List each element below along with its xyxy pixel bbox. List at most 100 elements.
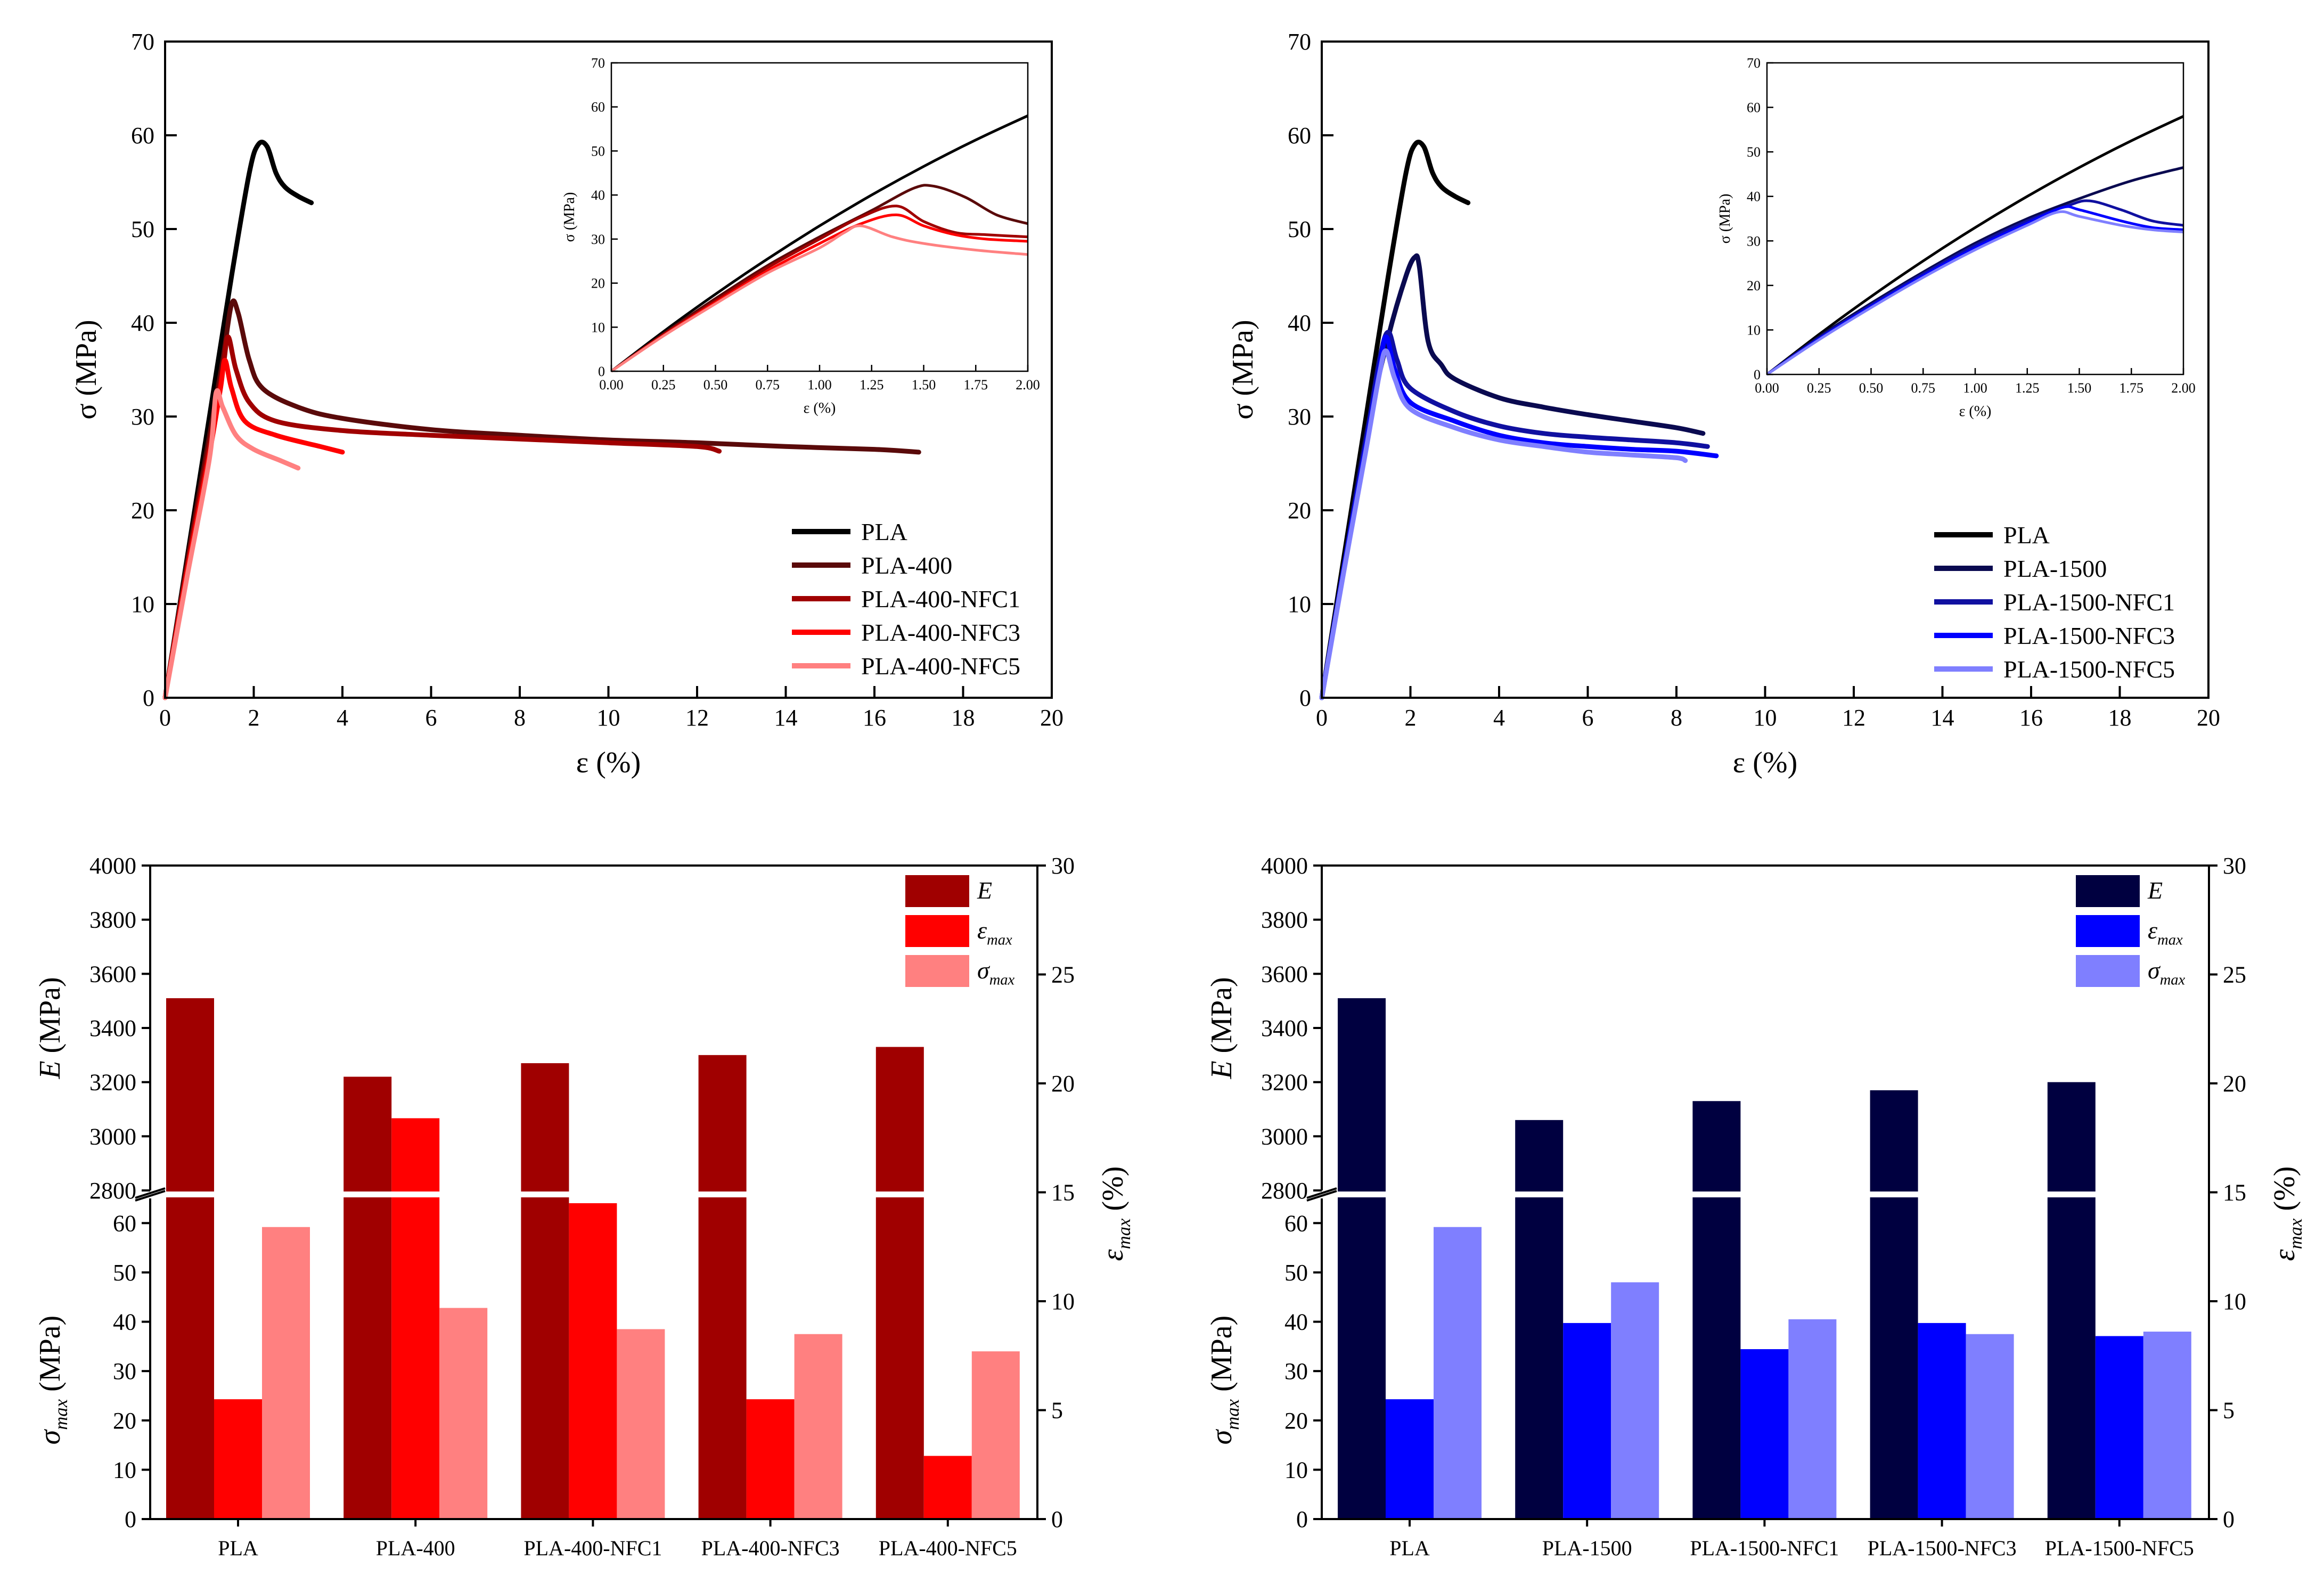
x-tick-label: 0: [159, 705, 171, 731]
bar-eps-PLA: [214, 1399, 262, 1519]
x-category-label: PLA-400: [376, 1536, 455, 1560]
axis-break-mark: [135, 1187, 166, 1199]
y-tick-label: 0: [1299, 685, 1311, 711]
inset-y-tick-label: 40: [1747, 189, 1761, 205]
x-tick-label: 4: [1493, 705, 1505, 731]
bars-400-panel: PLA PLA-400 PLA-400-NFC1 PLA-400-NFC3 PLA-40…: [34, 853, 1134, 1560]
left-top-tick-label: 3600: [1261, 961, 1308, 987]
inset-y-axis-title: σ (MPa): [561, 192, 578, 242]
legend-label-E: E: [2147, 877, 2163, 904]
inset-x-tick-label: 0.50: [703, 377, 728, 393]
bar-eps-PLA-400: [391, 1118, 440, 1519]
y-tick-label: 50: [131, 216, 154, 242]
y-tick-label: 20: [1288, 497, 1311, 524]
left-top-tick-label: 3400: [89, 1015, 136, 1041]
bar-E-PLA-1500-NFC5: [2047, 1082, 2096, 1519]
left-top-tick-label: 3400: [1261, 1015, 1308, 1041]
right-tick-label: 25: [1051, 962, 1075, 988]
left-bottom-tick-label: 40: [1284, 1309, 1308, 1335]
axis-break-mark: [1306, 1190, 1337, 1202]
right-tick-label: 15: [2223, 1180, 2246, 1206]
x-tick-label: 2: [248, 705, 260, 731]
left-bottom-tick-label: 50: [113, 1260, 136, 1286]
x-axis-title: ε (%): [1733, 746, 1797, 779]
y-tick-label: 40: [131, 310, 154, 336]
inset-y-tick-label: 70: [591, 55, 605, 71]
series-line-PLA-400-NFC1: [162, 334, 722, 700]
left-bottom-tick-label: 20: [1284, 1408, 1308, 1434]
x-tick-label: 2: [1405, 705, 1417, 731]
inset-x-tick-label: 0.75: [1911, 380, 1936, 396]
x-category-label: PLA: [218, 1536, 258, 1560]
x-category-label: PLA-1500-NFC1: [1690, 1536, 1839, 1560]
x-category-label: PLA-1500: [1542, 1536, 1632, 1560]
inset-x-tick-label: 1.50: [912, 377, 936, 393]
bar-E-PLA-400-NFC1: [521, 1063, 569, 1519]
inset-y-tick-label: 60: [591, 100, 605, 115]
y-tick-label: 30: [131, 404, 154, 430]
y-tick-label: 60: [1288, 123, 1311, 149]
x-tick-label: 20: [1040, 705, 1063, 731]
legend-swatch-σ_max: [2076, 955, 2140, 987]
bar-eps-PLA-400-NFC1: [569, 1203, 617, 1519]
right-tick-label: 0: [2223, 1506, 2235, 1532]
right-tick-label: 20: [1051, 1071, 1075, 1097]
x-tick-label: 14: [774, 705, 798, 731]
inset-x-tick-label: 1.00: [807, 377, 832, 393]
left-top-axis-title: E (MPa): [34, 977, 67, 1079]
legend-label-PLA-1500: PLA-1500: [2003, 555, 2107, 582]
inset-x-tick-label: 1.25: [860, 377, 884, 393]
left-top-tick-label: 3800: [89, 907, 136, 933]
bar-sigma-PLA: [1434, 1227, 1482, 1519]
y-tick-label: 50: [1288, 216, 1311, 242]
x-tick-label: 12: [685, 705, 709, 731]
stress-strain-400-panel: 0 2 4 6 8 10 12 14 16 18 20 0 10 20 30 40 50 60 70 ε (%) σ (…: [70, 29, 1063, 779]
bar-E-PLA-400-NFC5: [875, 1047, 924, 1519]
legend-label-PLA-400: PLA-400: [861, 552, 952, 579]
series-line-PLA-1500-NFC3: [1319, 334, 1719, 700]
right-tick-label: 30: [2223, 853, 2246, 879]
inset-y-tick-label: 50: [591, 143, 605, 159]
y-axis-title: σ (MPa): [70, 320, 103, 419]
left-top-tick-label: 3200: [89, 1070, 136, 1096]
bar-sigma-PLA-400-NFC3: [794, 1334, 842, 1519]
x-tick-label: 18: [952, 705, 975, 731]
left-bottom-tick-label: 0: [125, 1506, 136, 1532]
inset-series-line-PLA: [1766, 115, 2184, 376]
inset-x-tick-label: 2.00: [1016, 377, 1040, 393]
left-top-tick-label: 3800: [1261, 907, 1308, 933]
y-tick-label: 10: [131, 591, 154, 617]
inset-y-tick-label: 60: [1747, 100, 1761, 116]
legend-label-PLA-400-NFC5: PLA-400-NFC5: [861, 652, 1020, 680]
legend-label-E: E: [977, 877, 992, 904]
inset-x-tick-label: 1.25: [2015, 380, 2040, 396]
legend-label-PLA-400-NFC3: PLA-400-NFC3: [861, 619, 1020, 646]
left-top-tick-label: 4000: [1261, 853, 1308, 879]
bar-E-PLA-1500-NFC1: [1692, 1101, 1741, 1519]
inset-x-axis-title: ε (%): [804, 400, 836, 417]
left-top-tick-label: 3200: [1261, 1070, 1308, 1096]
left-bottom-tick-label: 30: [1284, 1358, 1308, 1384]
bar-sigma-PLA-1500-NFC5: [2143, 1332, 2191, 1519]
legend-label-PLA-400-NFC1: PLA-400-NFC1: [861, 585, 1020, 613]
left-top-tick-label: 2800: [89, 1178, 136, 1204]
bar-eps-PLA-400-NFC3: [746, 1399, 795, 1519]
legend-label-PLA-1500-NFC1: PLA-1500-NFC1: [2003, 589, 2175, 616]
right-tick-label: 25: [2223, 962, 2246, 988]
inset-y-axis-title: σ (MPa): [1717, 194, 1733, 244]
left-bottom-tick-label: 20: [113, 1408, 136, 1434]
inset-y-tick-label: 40: [591, 187, 605, 203]
left-top-tick-label: 3000: [89, 1123, 136, 1149]
bar-E-PLA: [166, 998, 214, 1519]
bar-E-PLA-400: [343, 1076, 392, 1519]
legend-label-σ_max: σmax: [977, 957, 1015, 989]
legend-label-ε_max: εmax: [977, 917, 1012, 949]
axis-break-mark: [1306, 1187, 1337, 1199]
inset-x-axis-title: ε (%): [1959, 403, 1992, 420]
inset-y-tick-label: 20: [1747, 278, 1761, 293]
y-tick-label: 30: [1288, 404, 1311, 430]
series-line-PLA-1500-NFC1: [1319, 330, 1710, 700]
y-tick-label: 0: [143, 685, 154, 711]
x-tick-label: 4: [337, 705, 348, 731]
